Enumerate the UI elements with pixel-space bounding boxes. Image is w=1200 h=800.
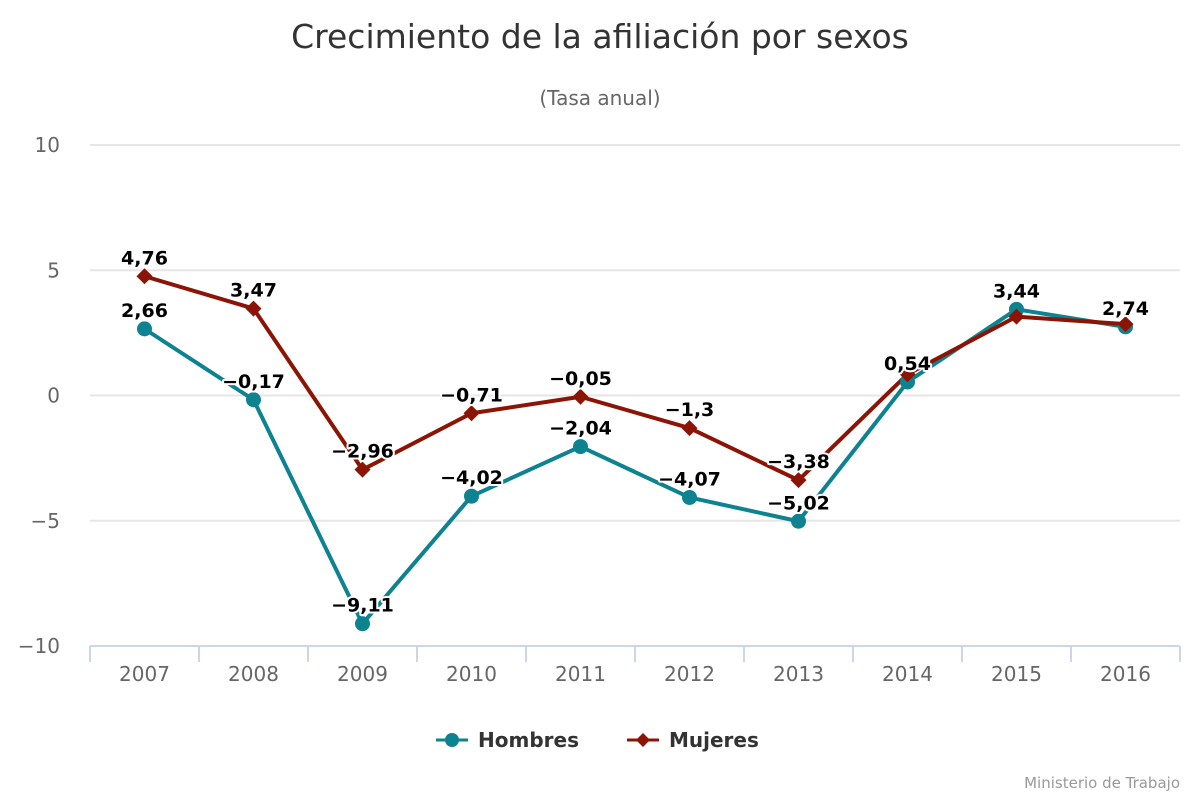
x-tick-label: 2007	[119, 662, 170, 686]
chart-subtitle: (Tasa anual)	[539, 86, 660, 110]
data-label: −2,96	[331, 441, 394, 463]
x-tick-label: 2009	[337, 662, 388, 686]
data-point-hombres[interactable]	[464, 488, 479, 504]
chart-title: Crecimiento de la afiliación por sexos	[291, 17, 909, 56]
data-label: 4,76	[121, 247, 168, 269]
data-label: −0,71	[440, 384, 503, 406]
data-point-mujeres[interactable]	[790, 472, 807, 489]
x-axis: 2007 2008 2009 2010 2011 2012 2013 2014 2015 2016	[89, 645, 1181, 686]
x-tick-label: 2014	[882, 662, 933, 686]
data-label: −0,17	[222, 371, 285, 393]
data-label: −9,11	[331, 595, 394, 617]
data-label: 2,74	[1102, 298, 1149, 320]
data-label: 0,54	[884, 353, 931, 375]
x-tick-label: 2013	[773, 662, 824, 686]
data-label: 2,66	[121, 300, 168, 322]
diamond-marker-icon	[636, 733, 650, 747]
data-point-hombres[interactable]	[137, 321, 152, 337]
data-point-hombres[interactable]	[573, 439, 588, 455]
data-label: −5,02	[767, 492, 830, 514]
data-point-hombres[interactable]	[246, 392, 261, 408]
data-point-hombres[interactable]	[682, 489, 697, 505]
data-point-mujeres[interactable]	[354, 461, 371, 478]
circle-marker-icon	[445, 733, 459, 747]
data-label: −4,02	[440, 467, 503, 489]
data-label: −3,38	[767, 451, 830, 473]
data-point-mujeres[interactable]	[1008, 308, 1025, 325]
series-line-mujeres	[143, 274, 1126, 483]
x-tick-label: 2008	[228, 662, 279, 686]
y-tick-label: 5	[47, 258, 60, 282]
series-group	[136, 268, 1134, 632]
data-point-mujeres[interactable]	[1117, 316, 1134, 333]
y-tick-label: −10	[18, 634, 60, 658]
data-label: 3,44	[993, 280, 1040, 302]
y-axis: 10 5 0 −5 −10	[18, 133, 60, 658]
y-tick-label: 10	[35, 133, 60, 157]
data-label: −1,3	[665, 399, 715, 421]
legend-item-hombres[interactable]: Hombres	[436, 728, 579, 752]
data-label: −2,04	[549, 418, 612, 440]
legend[interactable]: Hombres Mujeres	[436, 728, 759, 752]
y-tick-label: −5	[31, 509, 60, 533]
x-tick-label: 2010	[446, 662, 497, 686]
credit-text[interactable]: Ministerio de Trabajo	[1024, 774, 1180, 792]
data-point-mujeres[interactable]	[136, 268, 153, 285]
data-label: 3,47	[230, 280, 277, 302]
legend-label-hombres: Hombres	[478, 728, 579, 752]
data-point-hombres[interactable]	[355, 616, 370, 632]
data-labels: 2,66 −0,17 −9,11 −4,02 −2,04 −4,07 −5,02 0,54 3,…	[119, 245, 1151, 618]
data-point-mujeres[interactable]	[463, 405, 480, 422]
data-point-mujeres[interactable]	[572, 388, 589, 405]
data-point-hombres[interactable]	[791, 513, 806, 529]
x-tick-label: 2016	[1100, 662, 1151, 686]
data-point-mujeres[interactable]	[899, 366, 916, 383]
x-tick-label: 2015	[991, 662, 1042, 686]
x-tick-label: 2011	[555, 662, 606, 686]
data-label: −0,05	[549, 368, 612, 390]
legend-label-mujeres: Mujeres	[669, 728, 759, 752]
legend-item-mujeres[interactable]: Mujeres	[627, 728, 759, 752]
y-tick-label: 0	[47, 384, 60, 408]
x-tick-label: 2012	[664, 662, 715, 686]
data-point-mujeres[interactable]	[245, 300, 262, 317]
series-line-hombres	[143, 307, 1126, 626]
grid	[90, 144, 1180, 522]
data-point-mujeres[interactable]	[681, 420, 698, 437]
data-label: −4,07	[658, 468, 721, 490]
